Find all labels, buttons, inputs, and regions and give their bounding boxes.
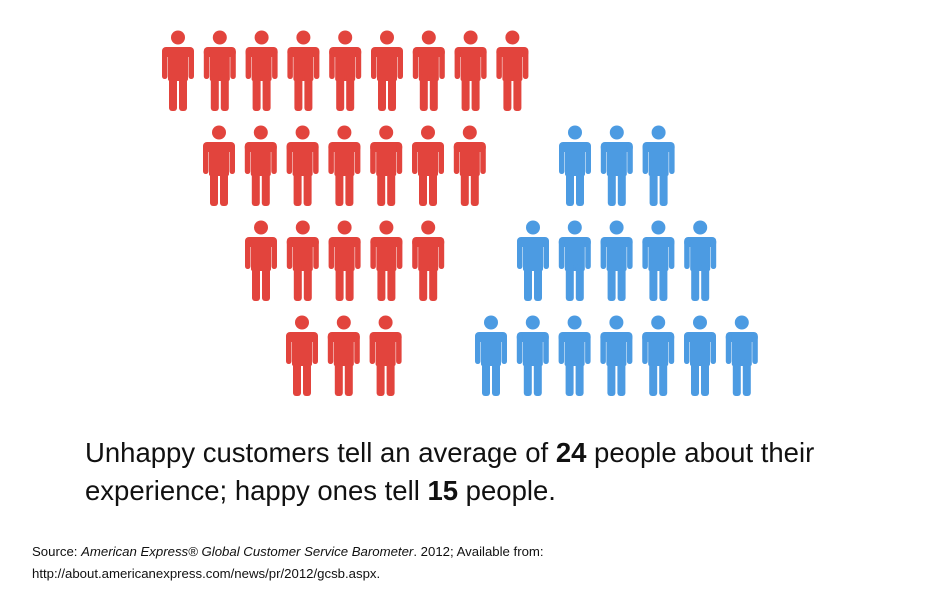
happy-person-icon (642, 125, 675, 206)
unhappy-person-icon (371, 30, 403, 111)
headline: Unhappy customers tell an average of 24 … (85, 434, 885, 510)
headline-text: Unhappy customers tell an average of (85, 437, 556, 468)
unhappy-person-icon (203, 30, 236, 111)
headline-text: people. (458, 475, 556, 506)
happy-person-icon (517, 220, 549, 301)
happy-person-icon (684, 315, 716, 396)
happy-person-icon (600, 125, 633, 206)
unhappy-person-icon (162, 30, 194, 111)
source-prefix: Source: (32, 544, 82, 559)
source-citation: Source: American Express® Global Custome… (32, 541, 732, 585)
unhappy-person-icon (454, 30, 487, 111)
unhappy-person-icon (286, 315, 318, 396)
unhappy-person-icon (329, 30, 362, 111)
happy-person-icon (558, 315, 591, 396)
happy-person-icon (600, 315, 633, 396)
pictograph (162, 30, 758, 396)
unhappy-person-icon (286, 220, 319, 301)
unhappy-person-icon (370, 125, 403, 206)
source-title: American Express® Global Customer Servic… (81, 544, 414, 559)
unhappy-person-icon (328, 220, 361, 301)
happy-person-icon (559, 125, 591, 206)
source-url: http://about.americanexpress.com/news/pr… (32, 566, 381, 581)
happy-person-icon (516, 315, 549, 396)
unhappy-person-icon (412, 220, 445, 301)
unhappy-person-icon (203, 125, 235, 206)
unhappy-count: 24 (555, 437, 587, 468)
unhappy-person-icon (369, 315, 402, 396)
happy-person-icon (642, 315, 675, 396)
unhappy-person-icon (286, 125, 319, 206)
happy-person-icon (600, 220, 633, 301)
happy-person-icon (475, 315, 507, 396)
unhappy-person-icon (412, 125, 444, 206)
unhappy-person-icon (327, 315, 360, 396)
unhappy-person-icon (453, 125, 486, 206)
unhappy-person-icon (244, 125, 277, 206)
happy-person-icon (642, 220, 675, 301)
unhappy-person-icon (496, 30, 529, 111)
happy-person-icon (558, 220, 591, 301)
unhappy-person-icon (245, 30, 278, 111)
unhappy-person-icon (412, 30, 445, 111)
unhappy-person-icon (287, 30, 320, 111)
happy-person-icon (725, 315, 758, 396)
unhappy-person-icon (245, 220, 277, 301)
headline-text: people about their experience; happy one… (85, 437, 815, 506)
source-suffix: . 2012; Available from: (413, 544, 544, 559)
unhappy-person-icon (370, 220, 403, 301)
happy-count: 15 (427, 475, 459, 506)
unhappy-person-icon (328, 125, 361, 206)
happy-person-icon (684, 220, 717, 301)
